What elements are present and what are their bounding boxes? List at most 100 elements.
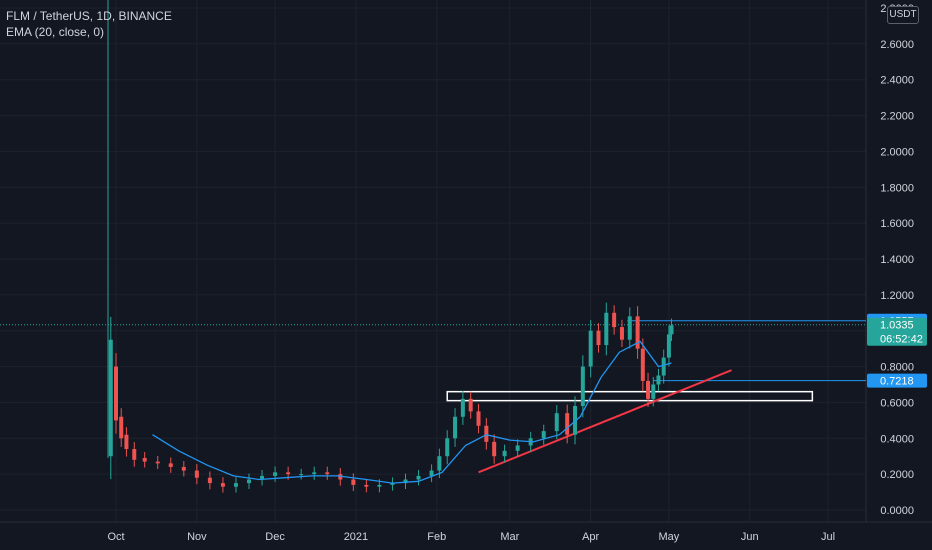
candle-body bbox=[437, 456, 442, 471]
candle-body bbox=[635, 316, 640, 349]
price-axis[interactable]: 0.00000.20000.40000.60000.80001.00001.20… bbox=[880, 3, 914, 517]
candle-body bbox=[155, 461, 160, 464]
time-tick-label: Oct bbox=[107, 531, 124, 543]
candle-body bbox=[108, 339, 113, 457]
candle-body bbox=[114, 366, 118, 421]
candle-body bbox=[416, 475, 421, 480]
drawings[interactable] bbox=[0, 320, 866, 474]
candle-body bbox=[588, 330, 593, 367]
time-axis[interactable]: Oct Nov Dec 2021 Feb Mar Apr May Jun Jul bbox=[107, 531, 835, 543]
candle-body bbox=[554, 413, 559, 432]
candle-body bbox=[132, 449, 137, 460]
candle-body bbox=[312, 472, 317, 475]
candle-body bbox=[233, 483, 238, 487]
price-badge-lower-bg bbox=[867, 373, 927, 388]
candle-body bbox=[619, 327, 624, 340]
price-tick-label: 0.0000 bbox=[880, 505, 914, 517]
candle-body bbox=[515, 445, 520, 451]
price-tick-label: 0.6000 bbox=[880, 397, 914, 409]
candle-body bbox=[669, 325, 674, 335]
candle-body bbox=[247, 479, 252, 484]
candle-body bbox=[580, 366, 585, 407]
candle-body bbox=[656, 375, 661, 385]
price-badge-current: 1.0335 bbox=[880, 320, 914, 332]
candle-body bbox=[651, 384, 656, 399]
price-badge-current-bg bbox=[867, 317, 927, 346]
ema-line bbox=[152, 340, 672, 484]
price-tick-label: 0.2000 bbox=[880, 469, 914, 481]
countdown-label: 06:52:42 bbox=[880, 334, 923, 346]
time-tick-label: Jun bbox=[741, 531, 759, 543]
grid-lines bbox=[0, 0, 866, 522]
candle-body bbox=[273, 472, 278, 476]
candle-body bbox=[502, 450, 507, 457]
candle-body bbox=[364, 484, 369, 487]
candle-body bbox=[351, 479, 356, 485]
candle-body bbox=[484, 425, 489, 442]
candle-body bbox=[403, 479, 408, 484]
candle-body bbox=[325, 472, 330, 475]
candle-body bbox=[377, 484, 382, 487]
candle-body bbox=[640, 348, 645, 381]
candle-body bbox=[573, 406, 578, 435]
time-tick-label: May bbox=[659, 531, 680, 543]
time-tick-label: Apr bbox=[582, 531, 599, 543]
candle-body bbox=[492, 441, 497, 457]
candle-body bbox=[181, 466, 186, 471]
time-tick-label: 2021 bbox=[344, 531, 368, 543]
candles bbox=[107, 0, 674, 493]
price-tick-label: 0.8000 bbox=[880, 362, 914, 374]
candle-body bbox=[390, 483, 395, 485]
candle-body bbox=[468, 398, 473, 412]
candle-body bbox=[124, 434, 129, 450]
candle-body bbox=[220, 483, 225, 487]
price-tick-label: 1.6000 bbox=[880, 218, 914, 230]
price-tick-label: 2.0000 bbox=[880, 146, 914, 158]
support-zone-rectangle[interactable] bbox=[446, 390, 814, 402]
candle-body bbox=[286, 472, 291, 475]
candle-body bbox=[661, 357, 666, 376]
candle-body bbox=[194, 470, 199, 478]
price-badge-lower: 0.7218 bbox=[880, 376, 914, 388]
price-tick-label: 2.6000 bbox=[880, 39, 914, 51]
candle-body bbox=[445, 438, 450, 457]
candle-body bbox=[627, 316, 632, 340]
price-tick-label: 2.4000 bbox=[880, 75, 914, 87]
price-tick-label: 2.2000 bbox=[880, 111, 914, 123]
candle-body bbox=[596, 330, 601, 346]
chart-legend: FLM / TetherUS, 1D, BINANCE EMA (20, clo… bbox=[6, 8, 172, 40]
candle-body bbox=[565, 413, 570, 435]
price-tick-label: 1.2000 bbox=[880, 290, 914, 302]
candle-body bbox=[453, 416, 458, 439]
price-tick-label: 0.4000 bbox=[880, 433, 914, 445]
candle-body bbox=[207, 477, 212, 484]
candle-body bbox=[429, 470, 434, 476]
price-tick-label: 1.8000 bbox=[880, 182, 914, 194]
price-tick-label: 1.4000 bbox=[880, 254, 914, 266]
candle-body bbox=[476, 411, 481, 426]
candle-body bbox=[541, 431, 546, 439]
candle-body bbox=[646, 380, 651, 399]
candle-body bbox=[604, 312, 609, 346]
candle-body bbox=[666, 334, 671, 358]
currency-label[interactable]: USDT bbox=[887, 6, 919, 24]
symbol-title[interactable]: FLM / TetherUS, 1D, BINANCE bbox=[6, 9, 172, 23]
ema-indicator-label[interactable]: EMA (20, close, 0) bbox=[6, 25, 105, 39]
time-tick-label: Jul bbox=[821, 531, 835, 543]
candle-body bbox=[299, 474, 304, 476]
candle-body bbox=[168, 463, 173, 467]
time-tick-label: Mar bbox=[500, 531, 519, 543]
time-tick-label: Feb bbox=[427, 531, 446, 543]
candle-body bbox=[142, 458, 147, 462]
candle-body bbox=[119, 416, 124, 439]
time-tick-label: Dec bbox=[265, 531, 285, 543]
trendline[interactable] bbox=[478, 369, 732, 474]
time-tick-label: Nov bbox=[187, 531, 207, 543]
ema-series bbox=[152, 340, 672, 484]
candle-body bbox=[612, 312, 617, 328]
candle-body bbox=[260, 475, 265, 480]
candle-body bbox=[460, 398, 465, 417]
